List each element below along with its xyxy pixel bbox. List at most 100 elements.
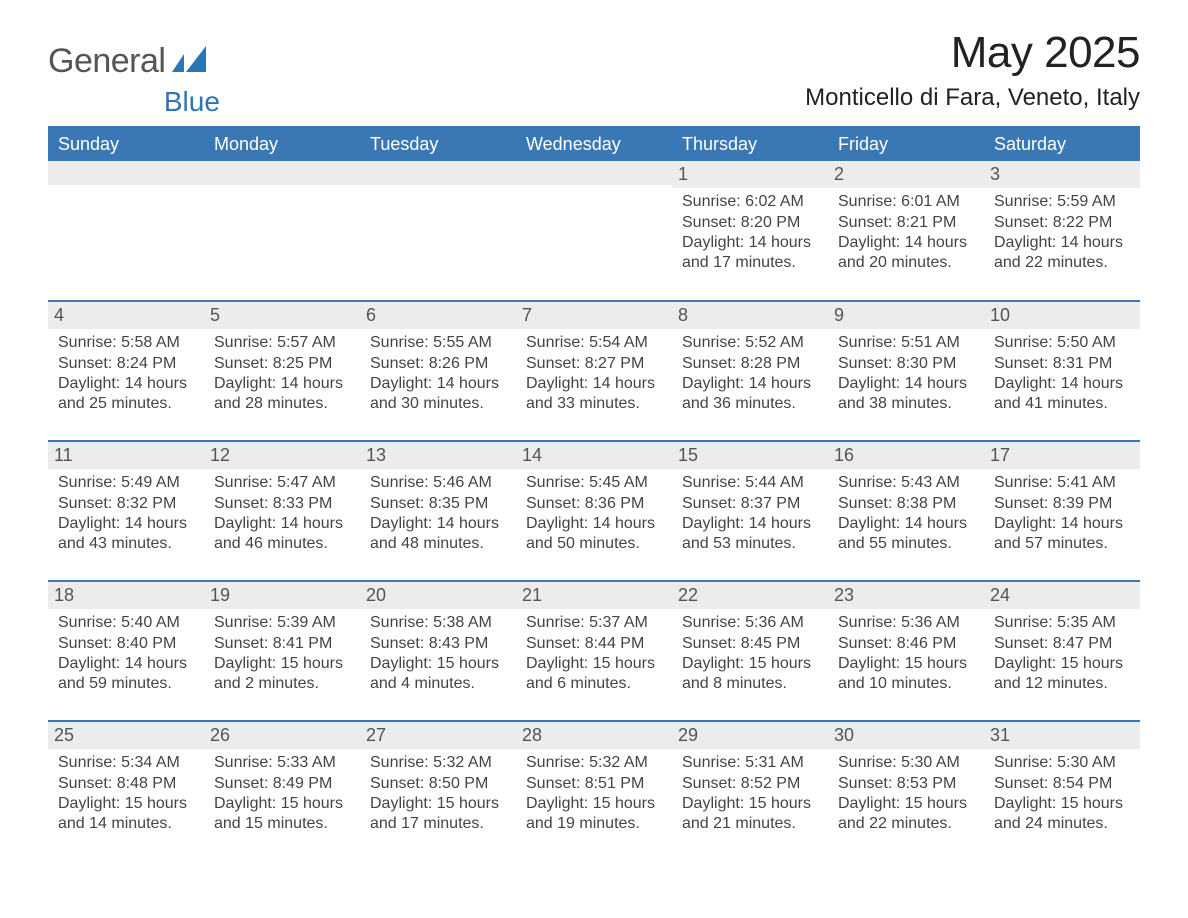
day-number: 19	[204, 582, 360, 609]
cell-day1: Daylight: 14 hours	[370, 374, 506, 394]
cell-sunrise: Sunrise: 6:02 AM	[682, 192, 818, 212]
calendar-cell: 22Sunrise: 5:36 AMSunset: 8:45 PMDayligh…	[672, 581, 828, 721]
calendar-week: 25Sunrise: 5:34 AMSunset: 8:48 PMDayligh…	[48, 721, 1140, 861]
cell-sunset: Sunset: 8:38 PM	[838, 494, 974, 514]
cell-day2: and 28 minutes.	[214, 394, 350, 414]
cell-sunrise: Sunrise: 5:39 AM	[214, 613, 350, 633]
calendar-cell: 25Sunrise: 5:34 AMSunset: 8:48 PMDayligh…	[48, 721, 204, 861]
calendar-week: 4Sunrise: 5:58 AMSunset: 8:24 PMDaylight…	[48, 301, 1140, 441]
cell-details: Sunrise: 5:51 AMSunset: 8:30 PMDaylight:…	[838, 333, 974, 415]
cell-day1: Daylight: 15 hours	[214, 654, 350, 674]
cell-sunset: Sunset: 8:20 PM	[682, 213, 818, 233]
cell-day1: Daylight: 15 hours	[526, 794, 662, 814]
cell-day1: Daylight: 14 hours	[58, 514, 194, 534]
day-number: 5	[204, 302, 360, 329]
cell-sunset: Sunset: 8:31 PM	[994, 354, 1130, 374]
cell-sunrise: Sunrise: 5:37 AM	[526, 613, 662, 633]
cell-details: Sunrise: 5:41 AMSunset: 8:39 PMDaylight:…	[994, 473, 1130, 555]
cell-sunrise: Sunrise: 5:38 AM	[370, 613, 506, 633]
cell-sunset: Sunset: 8:33 PM	[214, 494, 350, 514]
cell-details: Sunrise: 5:46 AMSunset: 8:35 PMDaylight:…	[370, 473, 506, 555]
calendar-cell: 6Sunrise: 5:55 AMSunset: 8:26 PMDaylight…	[360, 301, 516, 441]
day-number	[48, 161, 204, 185]
cell-details: Sunrise: 5:49 AMSunset: 8:32 PMDaylight:…	[58, 473, 194, 555]
calendar-table: Sunday Monday Tuesday Wednesday Thursday…	[48, 126, 1140, 861]
calendar-cell: 26Sunrise: 5:33 AMSunset: 8:49 PMDayligh…	[204, 721, 360, 861]
calendar-cell: 11 Sunrise: 5:49 AMSunset: 8:32 PMDayligh…	[48, 441, 204, 581]
cell-details: Sunrise: 5:44 AMSunset: 8:37 PMDaylight:…	[682, 473, 818, 555]
title-block: May 2025 Monticello di Fara, Veneto, Ita…	[805, 28, 1140, 122]
cell-day2: and 20 minutes.	[838, 253, 974, 273]
cell-day1: Daylight: 15 hours	[682, 794, 818, 814]
cell-sunset: Sunset: 8:24 PM	[58, 354, 194, 374]
calendar-cell: 7 Sunrise: 5:54 AMSunset: 8:27 PMDaylight…	[516, 301, 672, 441]
cell-day1: Daylight: 15 hours	[58, 794, 194, 814]
day-number: 2	[828, 161, 984, 188]
cell-day2: and 19 minutes.	[526, 814, 662, 834]
cell-day1: Daylight: 14 hours	[370, 514, 506, 534]
cell-sunrise: Sunrise: 5:30 AM	[994, 753, 1130, 773]
calendar-cell	[360, 161, 516, 301]
day-number: 12	[204, 442, 360, 469]
cell-details: Sunrise: 5:50 AMSunset: 8:31 PMDaylight:…	[994, 333, 1130, 415]
day-number: 22	[672, 582, 828, 609]
cell-day2: and 38 minutes.	[838, 394, 974, 414]
cell-sunrise: Sunrise: 5:32 AM	[526, 753, 662, 773]
cell-details: Sunrise: 6:01 AMSunset: 8:21 PMDaylight:…	[838, 192, 974, 274]
cell-day1: Daylight: 14 hours	[682, 233, 818, 253]
cell-day1: Daylight: 15 hours	[994, 654, 1130, 674]
calendar-cell: 19Sunrise: 5:39 AMSunset: 8:41 PMDayligh…	[204, 581, 360, 721]
day-number	[516, 161, 672, 185]
col-saturday: Saturday	[984, 127, 1140, 161]
cell-day1: Daylight: 14 hours	[58, 374, 194, 394]
cell-details: Sunrise: 5:54 AMSunset: 8:27 PMDaylight:…	[526, 333, 662, 415]
day-number: 10	[984, 302, 1140, 329]
cell-sunset: Sunset: 8:44 PM	[526, 634, 662, 654]
logo: General Blue	[48, 38, 212, 81]
calendar-cell: 10 Sunrise: 5:50 AMSunset: 8:31 PMDayligh…	[984, 301, 1140, 441]
cell-day2: and 43 minutes.	[58, 534, 194, 554]
cell-details: Sunrise: 5:57 AMSunset: 8:25 PMDaylight:…	[214, 333, 350, 415]
cell-day2: and 25 minutes.	[58, 394, 194, 414]
day-number: 11	[48, 442, 204, 469]
cell-day2: and 53 minutes.	[682, 534, 818, 554]
cell-day1: Daylight: 14 hours	[838, 374, 974, 394]
day-number: 29	[672, 722, 828, 749]
day-number: 9	[828, 302, 984, 329]
calendar-cell: 28Sunrise: 5:32 AMSunset: 8:51 PMDayligh…	[516, 721, 672, 861]
cell-details: Sunrise: 5:37 AMSunset: 8:44 PMDaylight:…	[526, 613, 662, 695]
cell-sunset: Sunset: 8:25 PM	[214, 354, 350, 374]
cell-sunset: Sunset: 8:46 PM	[838, 634, 974, 654]
calendar-header: Sunday Monday Tuesday Wednesday Thursday…	[48, 127, 1140, 161]
calendar-cell: 13Sunrise: 5:46 AMSunset: 8:35 PMDayligh…	[360, 441, 516, 581]
calendar-cell: 15Sunrise: 5:44 AMSunset: 8:37 PMDayligh…	[672, 441, 828, 581]
cell-details: Sunrise: 5:30 AMSunset: 8:54 PMDaylight:…	[994, 753, 1130, 835]
cell-sunset: Sunset: 8:28 PM	[682, 354, 818, 374]
cell-day2: and 48 minutes.	[370, 534, 506, 554]
cell-day2: and 10 minutes.	[838, 674, 974, 694]
day-number: 7	[516, 302, 672, 329]
cell-day1: Daylight: 15 hours	[838, 654, 974, 674]
cell-sunrise: Sunrise: 5:32 AM	[370, 753, 506, 773]
calendar-cell: 27Sunrise: 5:32 AMSunset: 8:50 PMDayligh…	[360, 721, 516, 861]
cell-day1: Daylight: 14 hours	[994, 233, 1130, 253]
cell-sunrise: Sunrise: 5:58 AM	[58, 333, 194, 353]
cell-sunrise: Sunrise: 5:51 AM	[838, 333, 974, 353]
day-number: 6	[360, 302, 516, 329]
calendar-cell: 31Sunrise: 5:30 AMSunset: 8:54 PMDayligh…	[984, 721, 1140, 861]
day-number: 16	[828, 442, 984, 469]
calendar-cell: 5 Sunrise: 5:57 AMSunset: 8:25 PMDaylight…	[204, 301, 360, 441]
day-number: 24	[984, 582, 1140, 609]
cell-sunset: Sunset: 8:51 PM	[526, 774, 662, 794]
cell-day1: Daylight: 15 hours	[370, 794, 506, 814]
cell-day2: and 6 minutes.	[526, 674, 662, 694]
cell-sunrise: Sunrise: 5:33 AM	[214, 753, 350, 773]
cell-details: Sunrise: 5:34 AMSunset: 8:48 PMDaylight:…	[58, 753, 194, 835]
cell-sunset: Sunset: 8:37 PM	[682, 494, 818, 514]
cell-sunrise: Sunrise: 5:59 AM	[994, 192, 1130, 212]
day-number	[204, 161, 360, 185]
cell-sunset: Sunset: 8:27 PM	[526, 354, 662, 374]
cell-day1: Daylight: 14 hours	[838, 514, 974, 534]
cell-details: Sunrise: 5:45 AMSunset: 8:36 PMDaylight:…	[526, 473, 662, 555]
cell-day2: and 4 minutes.	[370, 674, 506, 694]
